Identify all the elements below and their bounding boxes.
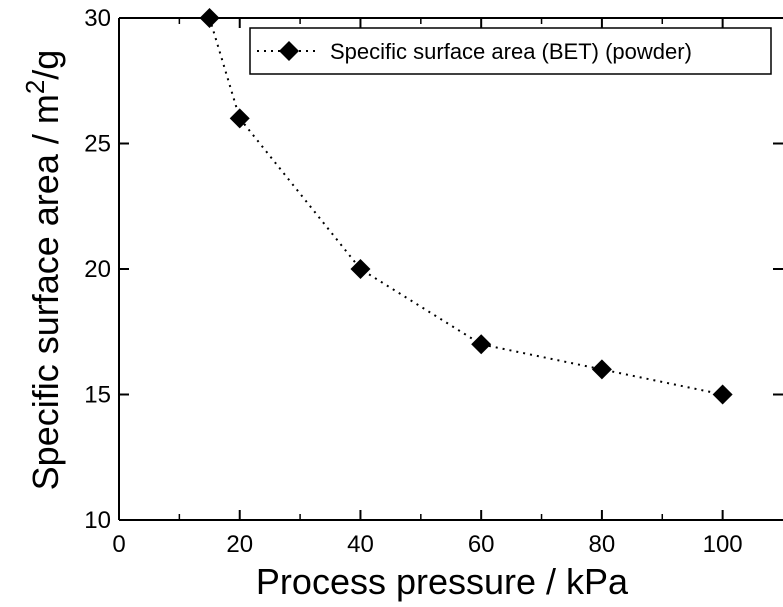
data-point-marker [350, 259, 371, 279]
plot-frame [118, 17, 783, 521]
y-tick-label: 10 [84, 507, 111, 534]
x-tick-label: 40 [347, 531, 374, 558]
y-tick-label: 20 [84, 256, 111, 283]
x-tick-label: 0 [112, 531, 125, 558]
y-axis-title: Specific surface area / m2/g [20, 50, 66, 491]
y-axis-title-end: /g [25, 50, 66, 80]
y-tick-label: 30 [84, 5, 111, 32]
series-layer [199, 8, 733, 405]
x-tick-label: 100 [703, 531, 743, 558]
legend-box [249, 27, 772, 75]
data-point-marker [591, 359, 612, 380]
x-ticks [118, 18, 724, 520]
legend: Specific surface area (BET) (powder) [249, 27, 772, 75]
y-ticks [119, 17, 783, 521]
x-tick-label: 20 [226, 531, 253, 558]
legend-label: Specific surface area (BET) (powder) [330, 39, 692, 64]
data-point-marker [471, 334, 492, 355]
legend-marker-swatch [279, 41, 299, 61]
x-tick-label: 60 [468, 531, 495, 558]
x-tick-label: 80 [589, 531, 616, 558]
series-markers [199, 8, 733, 405]
x-tick-labels: 0 20 40 60 80 100 [112, 531, 742, 558]
y-tick-label: 25 [84, 131, 111, 158]
y-tick-labels: 10 15 20 25 30 [84, 5, 111, 534]
x-axis-title: Process pressure / kPa [256, 561, 629, 602]
data-point-marker [712, 384, 733, 405]
y-axis-title-superscript: 2 [20, 80, 50, 94]
y-axis-title-main: Specific surface area / m [25, 94, 66, 490]
y-tick-label: 15 [84, 382, 111, 409]
data-point-marker [199, 8, 220, 28]
data-point-marker [229, 108, 250, 129]
